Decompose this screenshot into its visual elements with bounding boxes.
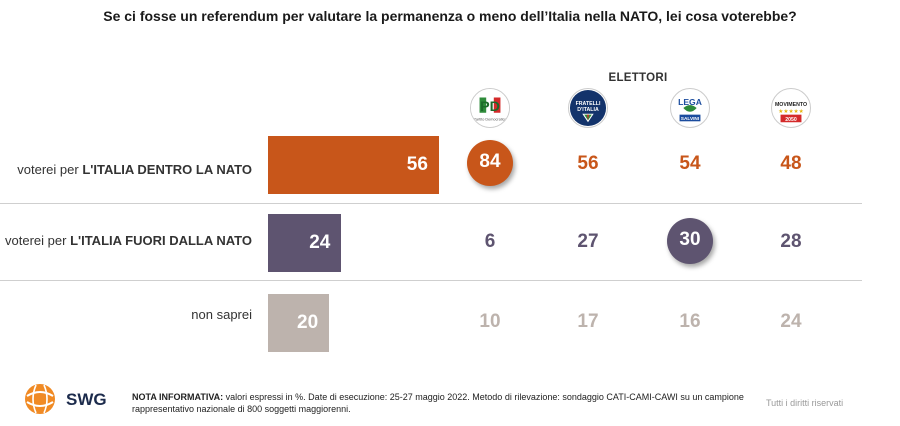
swg-brand: SWG	[66, 390, 107, 409]
methodology-note: NOTA INFORMATIVA: valori espressi in %. …	[132, 391, 752, 415]
electors-label: ELETTORI	[608, 72, 668, 84]
pd-logo-text: PD	[480, 99, 500, 115]
m5s-logo-text: MOVIMENTO	[775, 102, 807, 108]
bar-value-total-dentro: 56	[406, 154, 428, 175]
pd-logo-sub: Partito Democratico	[473, 117, 506, 121]
value-m5s-fuori: 28	[780, 231, 802, 252]
highlight-circle-pd-dentro	[467, 140, 513, 186]
value-lega-dentro: 54	[679, 153, 701, 174]
m5s-logo-sub: 2050	[785, 117, 797, 123]
lega-logo-text: LEGA	[678, 97, 702, 107]
row-label-dentro: voterei per L'ITALIA DENTRO LA NATO	[0, 162, 252, 177]
value-fdi-non-saprei: 17	[577, 311, 599, 332]
note-text: valori espressi in %. Date di esecuzione…	[132, 392, 744, 414]
value-fdi-dentro: 56	[577, 153, 599, 174]
bar-value-total-non-saprei: 20	[297, 312, 319, 333]
bar-total-dentro	[268, 136, 439, 194]
swg-globe-icon	[25, 384, 55, 414]
value-pd-dentro: 84	[479, 151, 501, 172]
row-divider	[0, 203, 862, 204]
bar-total-fuori	[268, 214, 342, 272]
m5s-logo-icon: MOVIMENTO ★★★★★ 2050	[771, 88, 811, 128]
svg-text:★★★★★: ★★★★★	[778, 108, 804, 115]
pd-logo-icon: PD Partito Democratico	[470, 88, 510, 128]
rights-text: Tutti i diritti riservati	[766, 398, 844, 408]
value-m5s-non-saprei: 24	[780, 311, 802, 332]
lega-logo-icon: LEGA SALVINI	[670, 88, 710, 128]
fdi-logo-sub: D'ITALIA	[577, 107, 599, 113]
chart-title: Se ci fosse un referendum per valutare l…	[103, 8, 797, 24]
fdi-logo-text: FRATELLI	[576, 101, 601, 107]
note-label: NOTA INFORMATIVA:	[132, 392, 224, 402]
row-divider	[0, 280, 862, 281]
value-fdi-fuori: 27	[577, 231, 599, 252]
lega-logo-sub: SALVINI	[681, 116, 699, 122]
value-lega-non-saprei: 16	[679, 311, 701, 332]
row-label-fuori: voterei per L'ITALIA FUORI DALLA NATO	[0, 233, 252, 248]
value-m5s-dentro: 48	[780, 153, 802, 174]
bar-value-total-fuori: 24	[309, 232, 331, 253]
row-label-dentro-bold: L'ITALIA DENTRO LA NATO	[82, 162, 252, 177]
row-label-non-saprei: non saprei	[0, 307, 252, 322]
bar-total-non-saprei	[268, 294, 329, 352]
fdi-logo-icon: FRATELLI D'ITALIA	[568, 88, 608, 128]
highlight-circle-lega-fuori	[667, 218, 713, 264]
value-pd-non-saprei: 10	[479, 311, 501, 332]
row-label-fuori-bold: L'ITALIA FUORI DALLA NATO	[70, 233, 252, 248]
value-lega-fuori: 30	[679, 229, 701, 250]
row-label-fuori-prefix: voterei per	[5, 233, 71, 248]
row-label-dentro-prefix: voterei per	[17, 162, 83, 177]
row-label-non-saprei-prefix: non saprei	[191, 307, 252, 322]
value-pd-fuori: 6	[484, 231, 496, 252]
